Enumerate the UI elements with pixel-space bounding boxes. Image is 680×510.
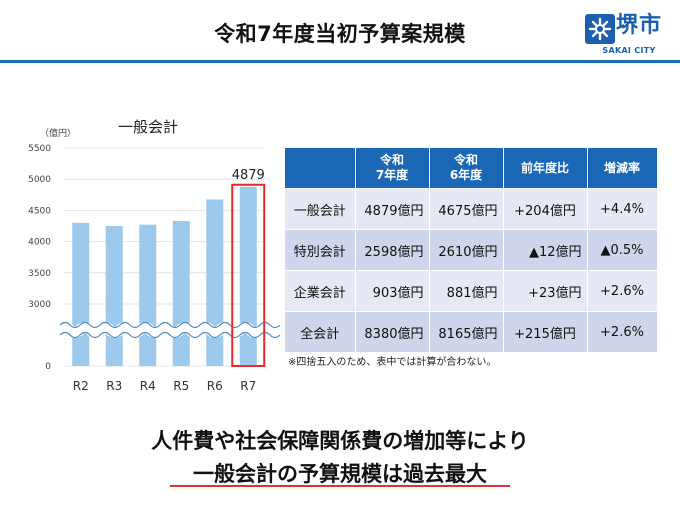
highlight-layer: 4879 — [231, 168, 266, 367]
row-r6: 881億円 — [429, 270, 504, 312]
bar — [105, 226, 123, 366]
y-tick-label: 4500 — [28, 206, 51, 216]
logo-name: 堺市 — [616, 13, 663, 38]
chart-unit-label: （億円） — [40, 129, 77, 139]
axis-break-line — [59, 331, 281, 339]
row-diff: +204億円 — [503, 188, 588, 230]
bar — [206, 199, 224, 366]
table-row: 企業会計 903億円 881億円 +23億円 +2.6% — [285, 270, 658, 312]
chart-title: 一般会計 — [118, 118, 179, 136]
row-rate: +4.4% — [587, 188, 658, 230]
y-tick-label: 5000 — [28, 175, 51, 185]
message-line-1: 人件費や社会保障関係費の増加等により — [151, 429, 529, 453]
bar — [72, 222, 90, 366]
title-divider — [0, 60, 680, 63]
row-name: 一般会計 — [285, 188, 356, 230]
row-r6: 2610億円 — [429, 229, 504, 271]
bar — [139, 224, 157, 366]
x-tick-label: R2 — [73, 379, 89, 393]
x-tick-label: R5 — [173, 379, 189, 393]
header-diff: 前年度比 — [520, 160, 569, 175]
highlight-box — [231, 183, 266, 367]
y-tick-label: 3500 — [28, 269, 51, 279]
x-tick-label: R3 — [106, 379, 122, 393]
y-tick-label: 5500 — [28, 144, 51, 154]
chart-bars — [72, 186, 257, 366]
row-r7: 2598億円 — [355, 229, 430, 271]
table-footnote: ※四捨五入のため、表中では計算が合わない。 — [288, 357, 497, 368]
y-tick-label: 4000 — [28, 238, 51, 248]
table-header-cell: 前年度比 — [503, 148, 588, 189]
header-r6: 令和 6年度 — [449, 153, 483, 182]
message-underline — [170, 485, 510, 487]
row-diff: +23億円 — [503, 270, 588, 312]
header-rate: 増減率 — [603, 160, 640, 175]
bar — [172, 221, 190, 366]
row-r7: 4879億円 — [355, 188, 430, 230]
table-header-cell: 令和 6年度 — [429, 148, 504, 189]
row-diff: +215億円 — [503, 311, 588, 352]
axis-break-band — [56, 322, 284, 338]
table-header-row: 令和 7年度 令和 6年度 前年度比 増減率 — [285, 148, 658, 189]
data-label: 4879 — [232, 168, 265, 183]
row-rate: ▲0.5% — [587, 229, 658, 271]
row-r7: 8380億円 — [355, 311, 430, 352]
chart-y-ticks: 0 3000 3500 4000 4500 5000 5500 — [28, 144, 51, 372]
row-name: 全会計 — [285, 311, 356, 352]
slide-title: 令和7年度当初予算案規模 — [214, 22, 466, 46]
table-header-cell: 増減率 — [587, 148, 658, 189]
table-row: 特別会計 2598億円 2610億円 ▲12億円 ▲0.5% — [285, 229, 658, 271]
axis-break-line — [59, 321, 281, 329]
bar — [239, 186, 257, 366]
row-r6: 4675億円 — [429, 188, 504, 230]
chart-x-labels: R2 R3 R4 R5 R6 R7 — [73, 379, 256, 393]
table-header-cell — [285, 148, 356, 189]
budget-table: 令和 7年度 令和 6年度 前年度比 増減率 一般会計 4879億円 4675億… — [285, 148, 658, 352]
row-r6: 8165億円 — [429, 311, 504, 352]
city-logo: 堺市 SAKAI CITY — [585, 12, 673, 56]
y-tick-label: 0 — [45, 362, 51, 372]
table-row: 一般会計 4879億円 4675億円 +204億円 +4.4% — [285, 188, 658, 230]
axis-break — [56, 321, 284, 339]
table-row: 全会計 8380億円 8165億円 +215億円 +2.6% — [285, 311, 658, 352]
row-name: 企業会計 — [285, 270, 356, 312]
x-tick-label: R4 — [140, 379, 156, 393]
x-tick-label: R6 — [207, 379, 223, 393]
row-r7: 903億円 — [355, 270, 430, 312]
row-diff: ▲12億円 — [503, 229, 588, 271]
message-line-2: 一般会計の予算規模は過去最大 — [193, 462, 487, 486]
y-tick-label: 3000 — [28, 300, 51, 310]
row-name: 特別会計 — [285, 229, 356, 271]
row-rate: +2.6% — [587, 311, 658, 352]
header-r7: 令和 7年度 — [375, 153, 409, 182]
city-emblem-icon — [585, 14, 615, 44]
row-rate: +2.6% — [587, 270, 658, 312]
table-header-cell: 令和 7年度 — [355, 148, 430, 189]
logo-subtitle: SAKAI CITY — [602, 46, 656, 55]
x-tick-label: R7 — [240, 379, 256, 393]
